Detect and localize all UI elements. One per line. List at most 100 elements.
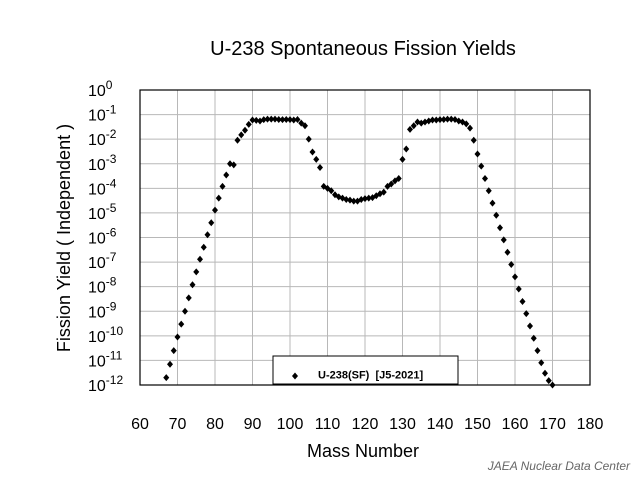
data-point: [212, 206, 218, 214]
x-tick-label: 160: [502, 416, 529, 433]
data-point: [482, 175, 488, 183]
data-point: [200, 243, 207, 251]
y-tick-label: 10-4: [88, 176, 117, 198]
data-point: [504, 248, 511, 256]
y-tick-label: 10-10: [88, 324, 123, 346]
data-points: [163, 115, 556, 389]
y-tick-label: 10-9: [88, 299, 117, 321]
data-point: [527, 322, 533, 330]
data-point: [287, 116, 293, 124]
data-point: [433, 116, 440, 124]
data-point: [470, 136, 477, 144]
data-point: [388, 180, 395, 188]
grid: [140, 90, 590, 385]
data-point: [328, 187, 335, 195]
data-point: [283, 116, 290, 124]
y-tick-labels: 100 10-110-2 10-310-4 10-5 10-610-7 10-810-9 1…: [88, 78, 123, 395]
data-point: [294, 116, 301, 124]
plot-frame: [139, 89, 591, 386]
x-tick-label: 80: [206, 416, 224, 433]
x-tick-label: 60: [131, 416, 149, 433]
data-point: [463, 120, 470, 128]
data-point: [489, 199, 496, 207]
x-tick-label: 100: [277, 416, 304, 433]
data-point: [444, 115, 451, 123]
data-point: [290, 116, 297, 124]
data-point: [395, 175, 402, 183]
data-point: [223, 171, 230, 179]
data-point: [538, 359, 545, 367]
y-tick-label: 10-1: [88, 103, 117, 125]
data-point: [478, 162, 485, 170]
data-point: [493, 211, 500, 219]
data-point: [197, 255, 203, 263]
x-axis-title: Mass Number: [307, 441, 419, 461]
data-point: [343, 196, 350, 204]
data-point: [215, 194, 222, 202]
data-point: [253, 116, 260, 124]
data-point: [549, 381, 556, 389]
data-point: [350, 197, 357, 205]
data-point: [178, 320, 185, 328]
data-point: [545, 377, 552, 385]
x-tick-label: 70: [169, 416, 187, 433]
y-tick-label: 100: [88, 78, 113, 100]
data-point: [429, 116, 436, 124]
data-point: [317, 164, 323, 172]
data-point: [170, 347, 177, 355]
x-tick-label: 170: [539, 416, 566, 433]
data-point: [230, 161, 237, 169]
data-point: [530, 334, 537, 342]
data-point: [185, 294, 192, 302]
data-point: [362, 195, 368, 203]
data-point: [474, 150, 481, 158]
data-point: [515, 285, 522, 293]
data-point: [302, 122, 308, 130]
data-point: [189, 281, 196, 289]
data-point: [523, 310, 530, 318]
x-tick-label: 150: [464, 416, 491, 433]
data-point: [249, 116, 256, 124]
data-point: [260, 116, 267, 124]
data-point: [365, 194, 372, 202]
data-point: [272, 115, 278, 123]
data-point: [268, 115, 275, 123]
x-tick-label: 140: [427, 416, 454, 433]
data-point: [485, 187, 492, 195]
data-point: [448, 115, 455, 123]
y-tick-label: 10-12: [88, 373, 123, 395]
data-point: [238, 131, 245, 139]
x-tick-label: 120: [352, 416, 379, 433]
chart-title: U-238 Spontaneous Fission Yields: [210, 38, 516, 60]
data-point: [193, 268, 200, 276]
y-tick-label: 10-8: [88, 275, 117, 297]
legend-label: U-238(SF) [J5-2021]: [318, 370, 423, 382]
x-tick-label: 130: [389, 416, 416, 433]
data-point: [305, 135, 312, 143]
data-point: [182, 307, 188, 315]
y-tick-label: 10-2: [88, 127, 117, 149]
data-point: [407, 125, 413, 133]
data-point: [167, 360, 173, 368]
y-axis-title: Fission Yield ( Independent ): [54, 124, 74, 352]
x-tick-label: 110: [315, 416, 341, 433]
data-point: [519, 297, 526, 305]
data-point: [245, 120, 252, 128]
data-point: [410, 122, 417, 130]
x-tick-label: 90: [244, 416, 262, 433]
y-tick-label: 10-7: [88, 250, 117, 272]
data-point: [174, 333, 181, 341]
y-tick-label: 10-11: [88, 348, 123, 370]
data-point: [437, 116, 443, 124]
data-point: [275, 116, 282, 124]
y-tick-label: 10-3: [88, 152, 117, 174]
data-point: [508, 260, 515, 268]
data-point: [309, 148, 316, 156]
data-point: [380, 188, 387, 196]
legend: U-238(SF) [J5-2021]: [272, 355, 459, 385]
data-point: [542, 369, 548, 377]
data-point: [163, 374, 170, 382]
data-point: [497, 224, 503, 232]
data-point: [264, 115, 271, 123]
